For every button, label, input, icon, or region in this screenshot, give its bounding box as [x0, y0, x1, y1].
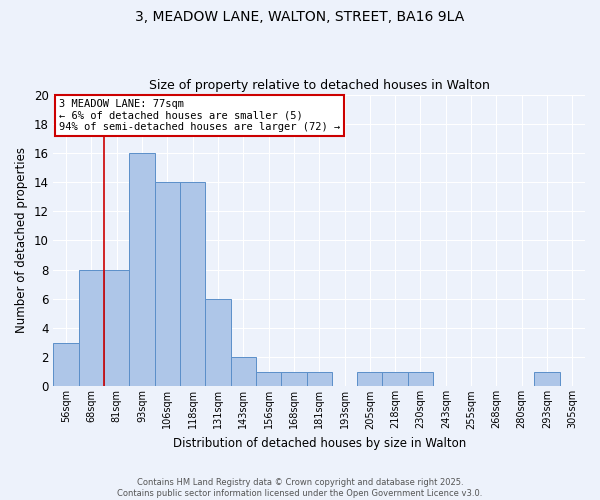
Text: Contains HM Land Registry data © Crown copyright and database right 2025.
Contai: Contains HM Land Registry data © Crown c… — [118, 478, 482, 498]
Bar — [130, 153, 155, 386]
Bar — [79, 270, 104, 386]
Bar — [53, 342, 79, 386]
Bar — [155, 182, 180, 386]
Bar — [205, 299, 230, 386]
Text: 3 MEADOW LANE: 77sqm
← 6% of detached houses are smaller (5)
94% of semi-detache: 3 MEADOW LANE: 77sqm ← 6% of detached ho… — [59, 99, 340, 132]
Bar — [357, 372, 382, 386]
Bar — [180, 182, 205, 386]
Bar — [104, 270, 130, 386]
Bar — [307, 372, 332, 386]
Bar — [535, 372, 560, 386]
Bar — [382, 372, 408, 386]
Y-axis label: Number of detached properties: Number of detached properties — [15, 148, 28, 334]
Bar — [256, 372, 281, 386]
Title: Size of property relative to detached houses in Walton: Size of property relative to detached ho… — [149, 79, 490, 92]
Bar — [281, 372, 307, 386]
X-axis label: Distribution of detached houses by size in Walton: Distribution of detached houses by size … — [173, 437, 466, 450]
Bar — [408, 372, 433, 386]
Bar — [230, 357, 256, 386]
Text: 3, MEADOW LANE, WALTON, STREET, BA16 9LA: 3, MEADOW LANE, WALTON, STREET, BA16 9LA — [136, 10, 464, 24]
